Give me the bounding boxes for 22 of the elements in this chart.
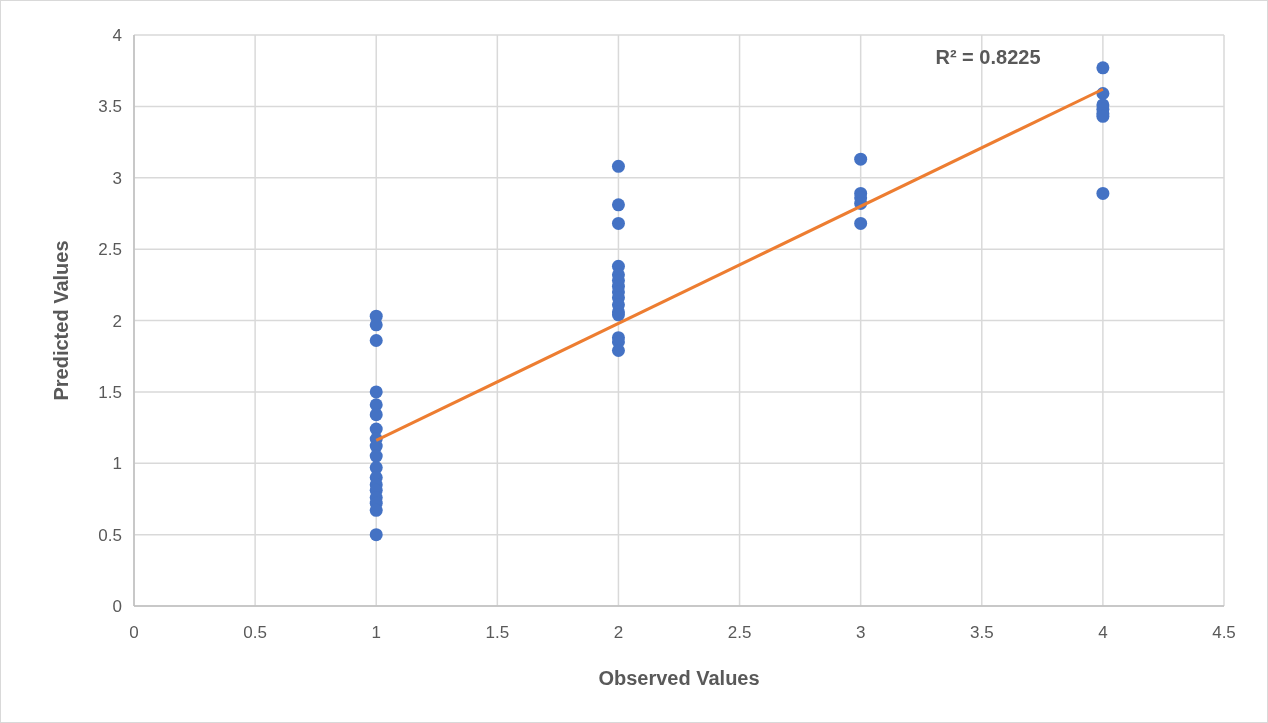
y-tick-label: 3 [112, 168, 122, 188]
x-axis-title: Observed Values [598, 667, 760, 689]
x-tick-label: 1 [371, 623, 381, 642]
y-tick-label: 2 [112, 311, 122, 331]
x-tick-label: 3.5 [969, 623, 994, 642]
x-tick-label: 0.5 [243, 623, 267, 642]
x-tick-label: 2.5 [727, 623, 752, 642]
y-axis-title: Predicted Values [50, 240, 72, 401]
y-tick-label: 1 [112, 454, 122, 474]
x-tick-label: 4 [1098, 623, 1108, 642]
y-tick-label: 2.5 [98, 240, 122, 260]
annotation: R² = 0.8225 [935, 46, 1041, 68]
x-tick-label: 2 [613, 623, 624, 642]
y-tick-label: 4 [112, 26, 122, 45]
x-tick-label: 3 [855, 623, 866, 642]
y-tick-label: 0.5 [98, 525, 122, 545]
y-tick-label: 0 [112, 597, 122, 616]
y-tick-label: 1.5 [98, 382, 122, 402]
x-tick-label: 4.5 [1212, 623, 1236, 642]
x-tick-label: 1.5 [485, 623, 510, 642]
y-tick-label: 3.5 [98, 97, 122, 117]
x-tick-label: 0 [129, 623, 139, 642]
